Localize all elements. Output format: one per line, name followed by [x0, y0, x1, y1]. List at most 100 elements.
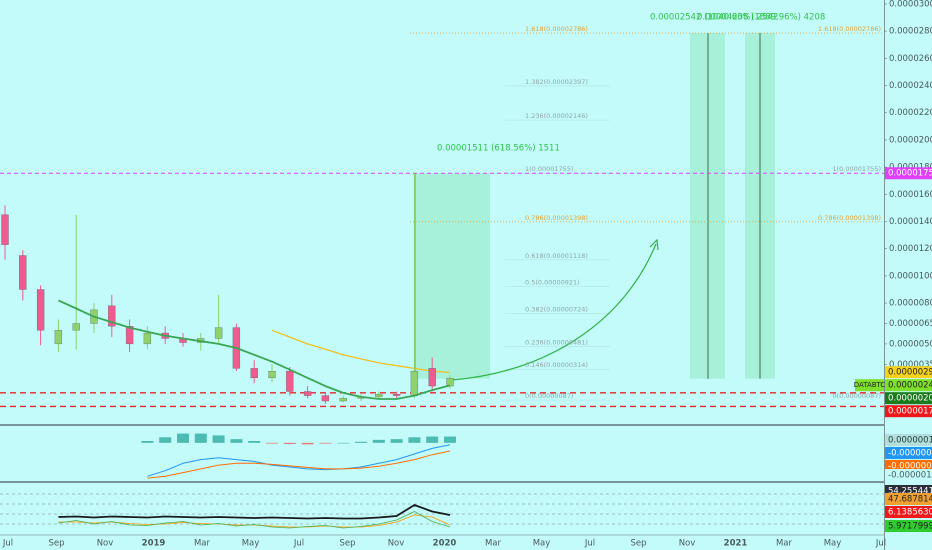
- price-label-box: [885, 405, 932, 418]
- candle-body: [54, 330, 63, 345]
- candle-body: [214, 327, 223, 339]
- x-tick-label: Nov: [679, 539, 696, 549]
- fib-label: 1(0.00001755): [833, 165, 882, 173]
- candle-body: [1, 214, 9, 245]
- x-tick-label: Jul: [293, 539, 304, 549]
- x-tick-label: Nov: [388, 539, 405, 549]
- x-tick-label: 2019: [142, 539, 166, 549]
- stoch-k-line: [58, 511, 451, 529]
- x-tick-label: Sep: [339, 539, 355, 549]
- projection-arrow: [451, 243, 657, 381]
- rsi-label-box: [885, 506, 932, 518]
- fib-label: 0.786(0.00001398): [525, 214, 588, 222]
- ma-line: [58, 299, 451, 400]
- x-tick-label: Nov: [97, 539, 114, 549]
- x-tick-label: Jul: [2, 539, 13, 549]
- fib-label: 1(0.00001755): [525, 165, 574, 173]
- candle-body: [286, 370, 294, 392]
- candle-body: [339, 398, 347, 402]
- macd-line: [147, 444, 451, 477]
- y-tick-label: 0.00001000: [889, 271, 932, 281]
- x-tick-label: Mar: [485, 539, 502, 549]
- macd-label: -0.00000022: [888, 462, 932, 472]
- x-tick-label: Mar: [776, 539, 793, 549]
- y-tick-label: 0.00000650: [889, 319, 932, 329]
- candle-body: [392, 394, 401, 396]
- measure-label: 0.00004208 (1889.96%) 4208: [697, 13, 825, 23]
- stoch-d-line: [58, 514, 451, 528]
- fib-label: 0.146(0.00000314): [525, 361, 588, 369]
- fib-label: 0.382(0.00000724): [525, 305, 588, 313]
- symbol-tag-box: [855, 379, 884, 392]
- macd-histogram-bar: [159, 437, 172, 443]
- symbol-tag: DATABTC: [854, 381, 886, 389]
- macd-histogram-bar: [319, 442, 332, 444]
- rsi-label: 5.97179994: [888, 522, 932, 532]
- y-tick-label: 0.00002400: [889, 81, 932, 91]
- y-tick-label: 0.00001400: [889, 217, 932, 227]
- macd-histogram-bar: [408, 437, 421, 443]
- fib-label: 0.236(0.00000481): [525, 338, 588, 346]
- x-tick-label: Jul: [584, 539, 595, 549]
- rsi-label: 54.25544171: [888, 487, 932, 497]
- candle-body: [72, 323, 80, 331]
- macd-histogram-bar: [230, 439, 243, 443]
- macd-histogram-bar: [372, 439, 385, 443]
- candle-body: [321, 395, 330, 402]
- signal-line: [147, 450, 451, 479]
- price-label-box: [885, 167, 932, 180]
- x-tick-label: Sep: [48, 539, 64, 549]
- macd-histogram-bar: [390, 439, 403, 443]
- candle-body: [108, 305, 116, 327]
- rsi-label: 6.13856301: [888, 508, 932, 518]
- y-tick-label: 0.00002600: [889, 54, 932, 64]
- rsi-label-box: [885, 520, 932, 532]
- candle-body: [446, 378, 454, 387]
- candle-body: [36, 289, 45, 331]
- y-tick-label: 0.00000800: [889, 299, 932, 309]
- price-label: 0.00001755: [888, 169, 932, 179]
- y-tick-label: 0.00000500: [889, 339, 932, 349]
- fib-label: 0(0.00000087): [525, 392, 574, 400]
- y-tick-label: 0.00002000: [889, 135, 932, 145]
- macd-histogram-bar: [283, 442, 296, 444]
- rsi-label: 47.68781494: [888, 495, 932, 505]
- macd-histogram-bar: [177, 433, 189, 443]
- arrow-head: [649, 238, 659, 251]
- macd-histogram-bar: [248, 441, 261, 443]
- x-tick-label: May: [242, 539, 260, 549]
- y-tick-label: 0.00002800: [889, 27, 932, 37]
- candle-body: [19, 255, 27, 290]
- rsi-line: [58, 504, 451, 520]
- y-tick-label: 0.00001600: [889, 190, 932, 200]
- rsi-label-box: [885, 493, 932, 505]
- candle-body: [410, 370, 419, 396]
- macd-label-box: [885, 434, 932, 446]
- x-tick-label: Mar: [194, 539, 211, 549]
- measure-label: 0.00002542 (1040.63%) 2542: [650, 13, 778, 23]
- y-tick-label: 0.00001200: [889, 244, 932, 254]
- y-tick-label: 0.00000350: [889, 360, 932, 370]
- fib-label: 0.5(0.00000921): [525, 279, 580, 287]
- price-label-box: [885, 392, 932, 405]
- price-label-box: [885, 366, 932, 379]
- y-tick-label: 0.00002200: [889, 108, 932, 118]
- ma2-line: [271, 329, 451, 374]
- fib-label: 1.382(0.00002397): [525, 78, 588, 86]
- macd-label-box: [885, 447, 932, 459]
- price-pane-back: [0, 32, 884, 525]
- macd-label: -0.00000005: [888, 449, 932, 459]
- macd-histogram-bar: [426, 436, 439, 443]
- price-label: 0.00000292: [888, 368, 932, 378]
- price-label: 0.00000248: [888, 381, 932, 391]
- fib-label: 1.618(0.00002786): [818, 25, 881, 33]
- macd-label-box: [885, 469, 932, 481]
- candle-body: [268, 370, 276, 379]
- price-label: 0.00000209: [888, 394, 932, 404]
- x-tick-label: 2020: [433, 539, 457, 549]
- macd-label: 0.00000018: [888, 436, 932, 446]
- measure-label: 0.00001511 (618.56%) 1511: [437, 144, 560, 154]
